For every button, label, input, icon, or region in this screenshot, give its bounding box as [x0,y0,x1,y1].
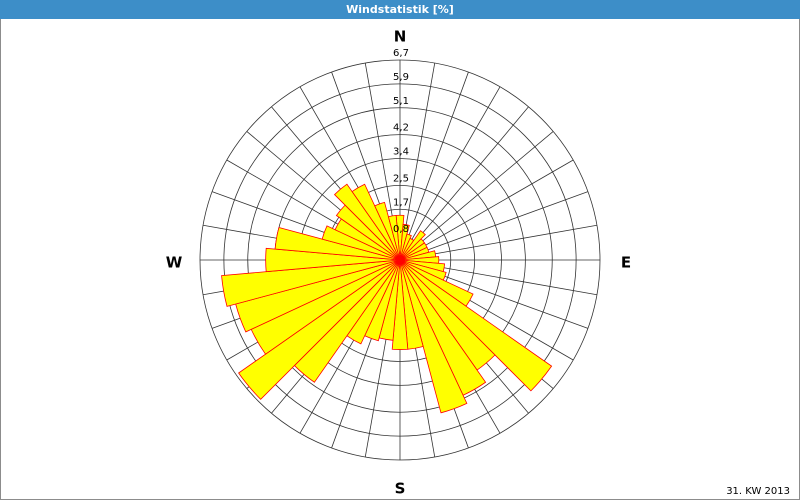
ring-label: 5,1 [393,96,409,107]
wind-sector [238,259,401,400]
ring-label: 4,2 [393,123,409,134]
wind-sector [265,247,401,273]
footer-note: 31. KW 2013 [726,486,790,497]
spoke [399,159,574,261]
compass-label: N [394,28,407,46]
compass-label: S [395,480,406,498]
chart-title: Windstatistik [%] [346,3,454,16]
compass-label: E [621,254,631,272]
wind-sector [399,230,426,261]
spoke [399,86,501,261]
wind-sector [387,214,401,261]
spoke [399,131,554,261]
title-bar [0,0,800,19]
ring-label: 2,5 [393,173,409,184]
wind-sector [399,259,468,414]
ring-label: 3,4 [393,147,409,158]
wind-sector [321,225,401,261]
wind-sector [351,183,401,261]
wind-sector [391,259,409,350]
ring [223,83,577,437]
wind-sector [374,201,401,261]
wind-sector [399,259,553,392]
ring-label: 1,7 [393,197,409,208]
compass-label: W [166,254,183,272]
ring-label: 6,7 [393,48,409,59]
ring-label: 5,9 [393,72,409,83]
spoke [399,71,469,261]
wind-sector [334,183,401,261]
ring [199,59,601,461]
wind-sector [221,259,401,307]
spoke [399,191,589,261]
ring-label: 0,8 [393,224,409,235]
ring [247,107,553,413]
